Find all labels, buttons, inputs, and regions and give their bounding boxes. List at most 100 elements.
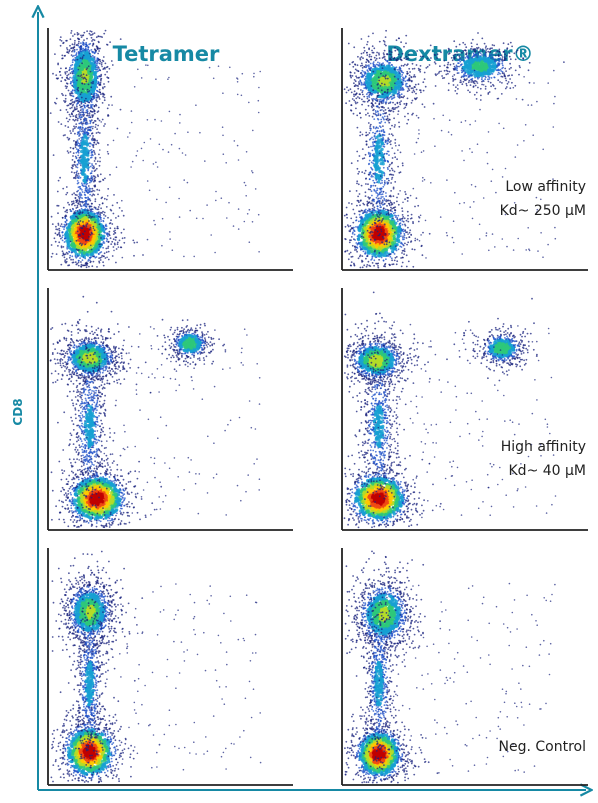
event-dot (75, 52, 78, 54)
event-dot (504, 87, 507, 90)
event-dot (76, 133, 79, 136)
event-dot (97, 142, 100, 145)
event-dot (78, 84, 82, 88)
event-dot (428, 64, 431, 66)
event-dot (100, 218, 102, 221)
event-dot (154, 118, 156, 121)
event-dot (501, 75, 504, 78)
event-dot (103, 211, 106, 214)
event-dot (90, 172, 92, 175)
event-dot (114, 229, 116, 232)
event-dot (96, 60, 98, 63)
event-dot (98, 84, 100, 86)
event-dot (79, 93, 82, 96)
event-dot (361, 69, 364, 72)
event-dot (80, 121, 83, 123)
event-dot (100, 227, 104, 231)
event-dot (498, 60, 501, 63)
event-dot (452, 80, 454, 82)
event-dot (76, 245, 80, 249)
event-dot (66, 74, 69, 77)
event-dot (457, 88, 459, 90)
event-dot (355, 92, 358, 95)
event-dot (64, 94, 67, 97)
event-dot (389, 53, 392, 56)
event-dot (470, 45, 473, 48)
event-dot (348, 100, 351, 102)
event-dot (419, 70, 422, 73)
event-dot (64, 237, 67, 240)
event-dot (91, 58, 95, 62)
event-dot (377, 61, 379, 64)
event-dot (61, 250, 64, 253)
event-dot (500, 54, 503, 57)
event-dot (85, 234, 89, 238)
event-dot (87, 134, 89, 136)
event-dot (447, 61, 450, 64)
event-dot (100, 197, 103, 200)
event-dot (111, 223, 114, 225)
event-dot (90, 217, 92, 219)
event-dot (374, 59, 377, 62)
event-dot (87, 106, 90, 109)
event-dot (108, 234, 111, 237)
event-dot (358, 213, 361, 216)
event-dot (369, 73, 374, 77)
event-dot (86, 180, 89, 182)
event-dot (96, 96, 98, 99)
event-dot (103, 83, 105, 85)
event-dot (237, 159, 240, 161)
event-dot (50, 255, 53, 258)
event-dot (82, 127, 84, 129)
event-dot (95, 36, 98, 39)
column-title-tetramer: Tetramer (113, 42, 220, 66)
event-dot (491, 44, 494, 46)
event-dot (62, 42, 64, 45)
event-dot (84, 49, 87, 52)
event-dot (68, 256, 71, 259)
event-dot (453, 56, 456, 58)
event-dot (65, 87, 68, 89)
event-dot (90, 86, 93, 89)
event-dot (105, 237, 108, 240)
event-dot (404, 75, 407, 78)
event-dot (464, 74, 467, 77)
event-dot (81, 83, 85, 87)
event-dot (350, 203, 353, 205)
event-dot (146, 180, 149, 182)
event-dot (102, 240, 105, 243)
event-dot (506, 82, 509, 85)
event-dot (236, 78, 239, 80)
event-dot (85, 266, 88, 269)
event-dot (82, 224, 85, 227)
event-dot (404, 63, 406, 66)
event-dot (87, 164, 90, 166)
event-dot (75, 151, 78, 154)
event-dot (453, 57, 456, 60)
event-dot (57, 77, 59, 80)
event-dot (98, 164, 101, 167)
event-dot (491, 47, 493, 50)
event-dot (98, 153, 100, 156)
event-dot (423, 78, 426, 80)
event-dot (76, 59, 80, 64)
event-dot (72, 81, 75, 84)
event-dot (386, 83, 391, 87)
event-dot (79, 226, 82, 229)
event-dot (92, 38, 94, 41)
event-dot (457, 59, 460, 61)
event-dot (80, 42, 82, 44)
event-dot (90, 55, 92, 58)
event-dot (91, 44, 94, 47)
event-dot (86, 209, 89, 212)
event-dot (352, 61, 355, 63)
event-dot (400, 96, 402, 98)
event-dot (91, 54, 94, 57)
event-dot (99, 245, 101, 248)
event-dot (411, 62, 414, 65)
event-dot (527, 69, 530, 72)
event-dot (83, 105, 86, 108)
event-dot (64, 231, 68, 235)
event-dot (85, 74, 88, 77)
event-dot (181, 152, 184, 154)
